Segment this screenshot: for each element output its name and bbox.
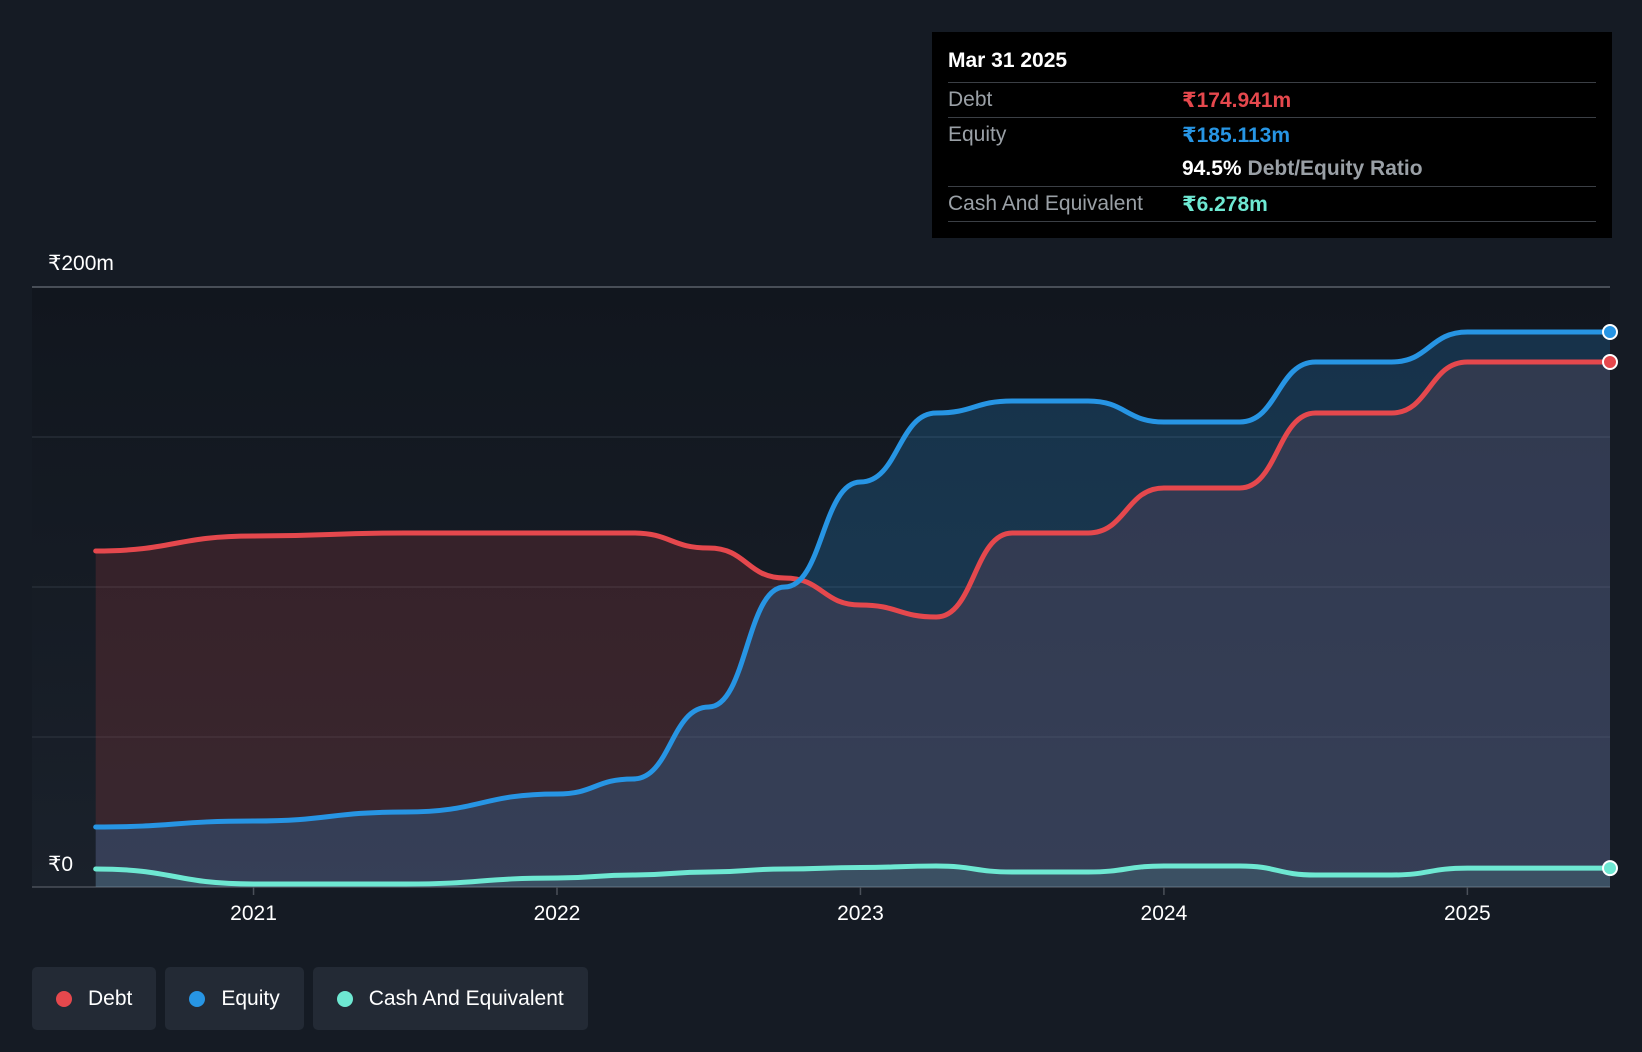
legend-label: Cash And Equivalent xyxy=(368,986,564,1010)
tooltip-cash-value: ₹6.278m xyxy=(1182,192,1268,216)
tooltip-equity-label: Equity xyxy=(948,123,1007,146)
legend: Debt Equity Cash And Equivalent xyxy=(32,967,588,1030)
debt-end-point xyxy=(1602,354,1618,370)
x-tick-label: 2024 xyxy=(1141,902,1188,925)
gridlines xyxy=(32,286,1610,895)
tooltip-date: Mar 31 2025 xyxy=(948,46,1596,83)
x-tick-label: 2023 xyxy=(837,902,884,925)
legend-dot-icon xyxy=(336,990,353,1007)
series-end-markers xyxy=(1602,324,1618,877)
tooltip-cash-label: Cash And Equivalent xyxy=(948,192,1143,215)
y-axis-label-top: ₹200m xyxy=(48,252,114,275)
tooltip-equity-row: Equity ₹185.113m xyxy=(948,118,1596,152)
y-axis-label-bottom: ₹0 xyxy=(48,853,73,876)
tooltip-ratio-label: Debt/Equity Ratio xyxy=(1247,157,1423,180)
equity-area xyxy=(95,332,1611,887)
legend-dot-icon xyxy=(189,990,206,1007)
tooltip-ratio-row: 94.5% Debt/Equity Ratio xyxy=(948,152,1596,187)
legend-label: Equity xyxy=(221,986,280,1010)
x-tick-label: 2022 xyxy=(534,902,581,925)
x-tick-label: 2025 xyxy=(1444,902,1491,925)
tooltip-ratio-value: 94.5% xyxy=(1182,157,1242,180)
equity-end-point xyxy=(1602,324,1618,340)
debt-line xyxy=(93,359,1613,620)
tooltip-panel: Mar 31 2025 Debt ₹174.941m Equity ₹185.1… xyxy=(932,32,1612,238)
tooltip-equity-value: ₹185.113m xyxy=(1182,123,1291,147)
cash-line xyxy=(93,863,1613,887)
legend-item-debt[interactable]: Debt xyxy=(32,967,157,1030)
debt-area xyxy=(95,362,1611,887)
tooltip-cash-row: Cash And Equivalent ₹6.278m xyxy=(948,187,1596,222)
legend-dot-icon xyxy=(56,990,72,1007)
legend-item-cash[interactable]: Cash And Equivalent xyxy=(312,967,588,1030)
tooltip-debt-row: Debt ₹174.941m xyxy=(948,83,1596,118)
tooltip-debt-value: ₹174.941m xyxy=(1182,88,1292,112)
legend-item-equity[interactable]: Equity xyxy=(165,967,304,1030)
tooltip-debt-label: Debt xyxy=(948,88,993,111)
cash-end-point xyxy=(1602,860,1618,877)
legend-label: Debt xyxy=(88,986,133,1010)
series-lines xyxy=(93,329,1613,887)
x-tick-label: 2021 xyxy=(230,902,277,925)
x-axis-ticks: 2021 2022 2023 2024 2025 xyxy=(230,902,1491,925)
equity-line xyxy=(93,329,1613,830)
